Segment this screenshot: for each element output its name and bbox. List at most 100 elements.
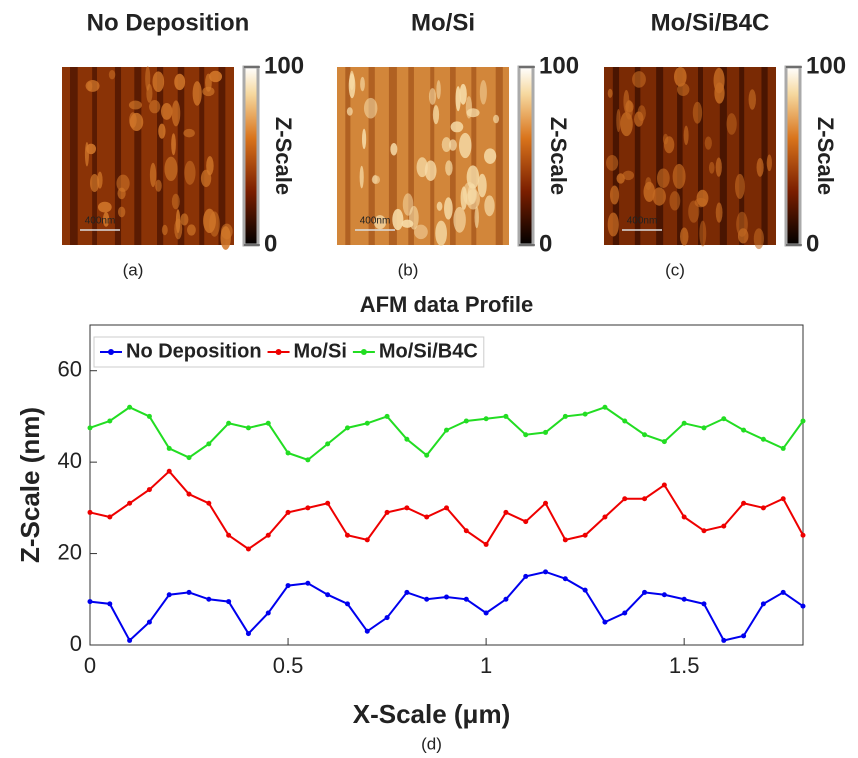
grain xyxy=(625,99,633,120)
stripe xyxy=(471,67,477,245)
data-point xyxy=(523,432,529,438)
data-point xyxy=(206,500,212,506)
colorbar-tick-label: 100 xyxy=(539,52,579,79)
stripe xyxy=(697,67,703,245)
grain xyxy=(164,156,178,182)
panel-title: Mo/Si/B4C xyxy=(651,9,770,36)
data-point xyxy=(107,514,113,520)
data-point xyxy=(661,482,667,488)
data-point xyxy=(562,413,568,419)
colorbar-label: Z-Scale xyxy=(813,117,838,195)
grain xyxy=(180,213,189,226)
stripe xyxy=(408,67,414,245)
stripe xyxy=(92,67,97,245)
data-point xyxy=(523,519,529,525)
grain xyxy=(373,215,387,230)
data-point xyxy=(543,500,549,506)
data-point xyxy=(265,532,271,538)
data-point xyxy=(245,546,251,552)
data-point xyxy=(503,413,509,419)
grain xyxy=(683,125,689,146)
grain xyxy=(736,211,748,237)
grain xyxy=(359,165,364,189)
data-point xyxy=(444,594,449,600)
stripe xyxy=(761,67,768,245)
colorbar xyxy=(517,65,535,247)
data-point xyxy=(622,418,628,424)
data-point xyxy=(701,425,707,431)
grain xyxy=(428,88,437,105)
data-point xyxy=(424,596,430,602)
grain xyxy=(458,132,472,159)
grain xyxy=(753,228,764,250)
grain xyxy=(118,206,126,218)
grain xyxy=(699,220,707,247)
grain xyxy=(643,181,656,202)
grain xyxy=(708,161,715,174)
grain xyxy=(108,70,116,80)
grain xyxy=(726,113,737,135)
data-point xyxy=(226,420,232,426)
grain xyxy=(192,81,202,106)
data-point xyxy=(642,589,648,595)
grain xyxy=(160,103,173,120)
grain xyxy=(474,206,479,229)
panel-caption: (a) xyxy=(123,260,144,279)
data-point xyxy=(780,445,786,451)
data-point xyxy=(424,452,430,458)
data-point xyxy=(344,425,350,431)
grain xyxy=(734,173,745,199)
colorbar xyxy=(784,65,802,247)
grain xyxy=(484,148,497,164)
chart-title: AFM data Profile xyxy=(360,292,534,317)
data-point xyxy=(226,532,232,538)
data-point xyxy=(622,610,628,616)
data-point xyxy=(562,576,568,582)
grain xyxy=(436,201,443,211)
grain xyxy=(390,142,398,156)
legend-label: No Deposition xyxy=(126,340,262,362)
panel-title: No Deposition xyxy=(87,9,250,36)
data-point xyxy=(404,505,410,511)
grain xyxy=(680,227,689,246)
grain xyxy=(445,160,453,176)
grain xyxy=(479,79,487,105)
grain xyxy=(171,100,181,127)
grain xyxy=(183,128,195,138)
grain xyxy=(692,101,703,124)
data-point xyxy=(186,491,192,497)
panel-caption: (c) xyxy=(665,260,685,279)
data-point xyxy=(265,420,271,426)
grain xyxy=(424,160,437,181)
data-point xyxy=(721,416,727,422)
grain xyxy=(748,89,756,110)
data-point xyxy=(404,589,410,595)
data-point xyxy=(483,541,489,547)
grain xyxy=(606,155,619,171)
stripe xyxy=(450,67,456,245)
legend: No Deposition Mo/Si Mo/Si/B4C xyxy=(93,336,485,368)
data-point xyxy=(760,436,766,442)
data-point xyxy=(206,596,212,602)
grain xyxy=(632,71,646,88)
grain xyxy=(672,163,686,189)
stripe xyxy=(345,67,351,245)
grain xyxy=(209,70,223,83)
data-point xyxy=(800,603,806,609)
data-point xyxy=(305,457,311,463)
panel-caption: (b) xyxy=(398,260,419,279)
grain xyxy=(87,81,93,92)
stripe xyxy=(157,67,164,245)
grain xyxy=(432,105,440,125)
data-point xyxy=(701,601,707,607)
grain xyxy=(187,224,196,236)
data-point xyxy=(760,601,766,607)
data-point xyxy=(384,413,390,419)
data-point xyxy=(285,450,291,456)
grain xyxy=(360,76,365,92)
grain xyxy=(609,185,620,205)
y-tick-label: 20 xyxy=(58,539,82,564)
data-point xyxy=(127,404,133,410)
colorbar-tick-label: 0 xyxy=(264,230,277,257)
grain xyxy=(713,67,725,94)
